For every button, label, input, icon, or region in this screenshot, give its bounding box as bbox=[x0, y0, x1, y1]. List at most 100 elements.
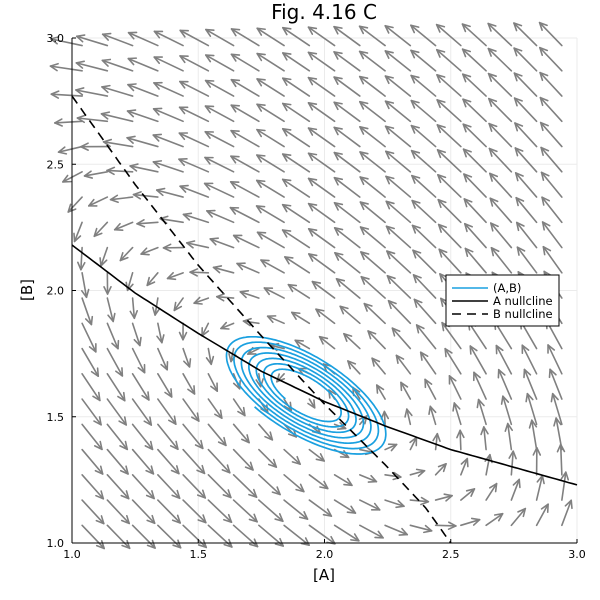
vector-arrow bbox=[260, 259, 285, 274]
vector-arrow bbox=[102, 138, 134, 148]
vector-arrow bbox=[81, 423, 103, 451]
vector-arrow bbox=[173, 297, 184, 312]
vector-arrow bbox=[371, 357, 386, 375]
vector-arrow bbox=[462, 123, 487, 148]
vector-arrow bbox=[469, 345, 487, 375]
vector-arrow bbox=[384, 443, 398, 452]
vector-arrow bbox=[480, 426, 489, 451]
vector-arrow bbox=[131, 448, 155, 475]
vector-arrow bbox=[50, 90, 83, 99]
vector-arrow bbox=[101, 58, 134, 72]
vector-arrow bbox=[307, 26, 336, 47]
vector-arrow bbox=[358, 50, 386, 72]
vector-arrow bbox=[432, 432, 441, 451]
vector-arrow bbox=[75, 87, 109, 97]
vector-arrow bbox=[384, 50, 412, 72]
vector-arrow bbox=[232, 499, 258, 523]
vector-arrow bbox=[514, 172, 538, 198]
vector-arrow bbox=[81, 322, 97, 353]
vector-arrow bbox=[434, 493, 453, 502]
vector-arrow bbox=[157, 373, 173, 398]
vector-arrow bbox=[460, 457, 469, 476]
vector-arrow bbox=[127, 31, 159, 47]
vector-arrow bbox=[311, 280, 336, 299]
y-tick-label: 1.5 bbox=[47, 411, 65, 424]
vector-arrow bbox=[441, 321, 462, 350]
vector-arrow bbox=[131, 347, 146, 374]
vector-arrow bbox=[333, 151, 361, 173]
vector-arrow bbox=[207, 423, 227, 447]
vector-arrow bbox=[359, 151, 386, 173]
vector-arrow bbox=[230, 53, 260, 72]
vector-arrow bbox=[400, 381, 412, 400]
a-nullcline-line bbox=[71, 244, 578, 486]
vector-arrow bbox=[485, 482, 498, 501]
vector-arrow bbox=[363, 302, 386, 325]
vector-arrow bbox=[359, 100, 386, 123]
vector-arrow bbox=[410, 49, 437, 72]
vector-arrow bbox=[508, 450, 517, 476]
vector-arrow bbox=[434, 521, 457, 530]
vector-arrow bbox=[548, 368, 563, 400]
vector-arrow bbox=[487, 47, 513, 72]
y-tick-label: 3.0 bbox=[47, 32, 65, 45]
vector-arrow bbox=[513, 22, 538, 47]
vector-arrow bbox=[385, 175, 412, 198]
vector-arrow bbox=[419, 351, 437, 375]
vector-arrow bbox=[547, 344, 563, 375]
vector-arrow bbox=[308, 474, 329, 490]
vector-arrow bbox=[367, 330, 386, 350]
vector-arrow bbox=[281, 203, 311, 224]
vector-arrow bbox=[179, 184, 210, 198]
vector-arrow bbox=[256, 103, 285, 123]
vector-arrow bbox=[489, 172, 513, 198]
chart-title: Fig. 4.16 C bbox=[271, 0, 377, 24]
vector-arrow bbox=[81, 373, 101, 402]
vector-arrow bbox=[106, 524, 131, 550]
vector-arrow bbox=[157, 524, 182, 549]
vector-arrow bbox=[387, 299, 412, 325]
vector-arrow bbox=[207, 398, 223, 419]
vector-arrow bbox=[140, 246, 159, 256]
vector-arrow bbox=[476, 398, 487, 426]
vector-arrow bbox=[256, 128, 285, 148]
vector-arrow bbox=[157, 474, 181, 500]
vector-arrow bbox=[103, 272, 112, 295]
vector-arrow bbox=[207, 448, 231, 474]
vector-arrow bbox=[463, 222, 487, 249]
vector-arrow bbox=[460, 488, 476, 501]
vector-arrow bbox=[384, 100, 412, 123]
vector-arrow bbox=[333, 474, 353, 487]
vector-arrow bbox=[514, 122, 538, 148]
vector-arrow bbox=[541, 221, 563, 249]
vector-arrow bbox=[281, 77, 311, 97]
vector-arrow bbox=[333, 126, 361, 148]
vector-arrow bbox=[410, 149, 437, 173]
vector-arrow bbox=[189, 268, 210, 277]
vector-arrow bbox=[437, 198, 462, 224]
vector-arrow bbox=[375, 384, 386, 400]
vector-arrow bbox=[232, 474, 258, 498]
vector-arrow bbox=[539, 121, 563, 148]
vector-arrow bbox=[281, 153, 311, 173]
vector-arrow bbox=[535, 474, 545, 501]
legend-label-a-nullcline: A nullcline bbox=[493, 294, 553, 308]
vector-arrow bbox=[538, 21, 563, 47]
x-axis-ticks: 1.0 1.5 2.0 2.5 3.0 bbox=[63, 539, 586, 561]
vector-arrow bbox=[204, 156, 235, 173]
y-axis-label: [B] bbox=[18, 279, 36, 301]
vector-arrow bbox=[182, 524, 208, 549]
vector-arrow bbox=[230, 155, 260, 173]
vector-arrow bbox=[525, 392, 538, 426]
vector-arrow bbox=[438, 248, 462, 274]
vector-arrow bbox=[193, 296, 210, 305]
vector-arrow bbox=[106, 448, 129, 475]
vector-arrow bbox=[81, 524, 106, 550]
vector-arrow bbox=[281, 229, 311, 249]
vector-arrow bbox=[291, 311, 311, 325]
vector-arrow bbox=[415, 324, 437, 350]
vector-arrow bbox=[166, 271, 184, 281]
vector-arrow bbox=[334, 252, 361, 274]
vector-arrow bbox=[182, 423, 204, 450]
vector-arrow bbox=[232, 423, 250, 444]
